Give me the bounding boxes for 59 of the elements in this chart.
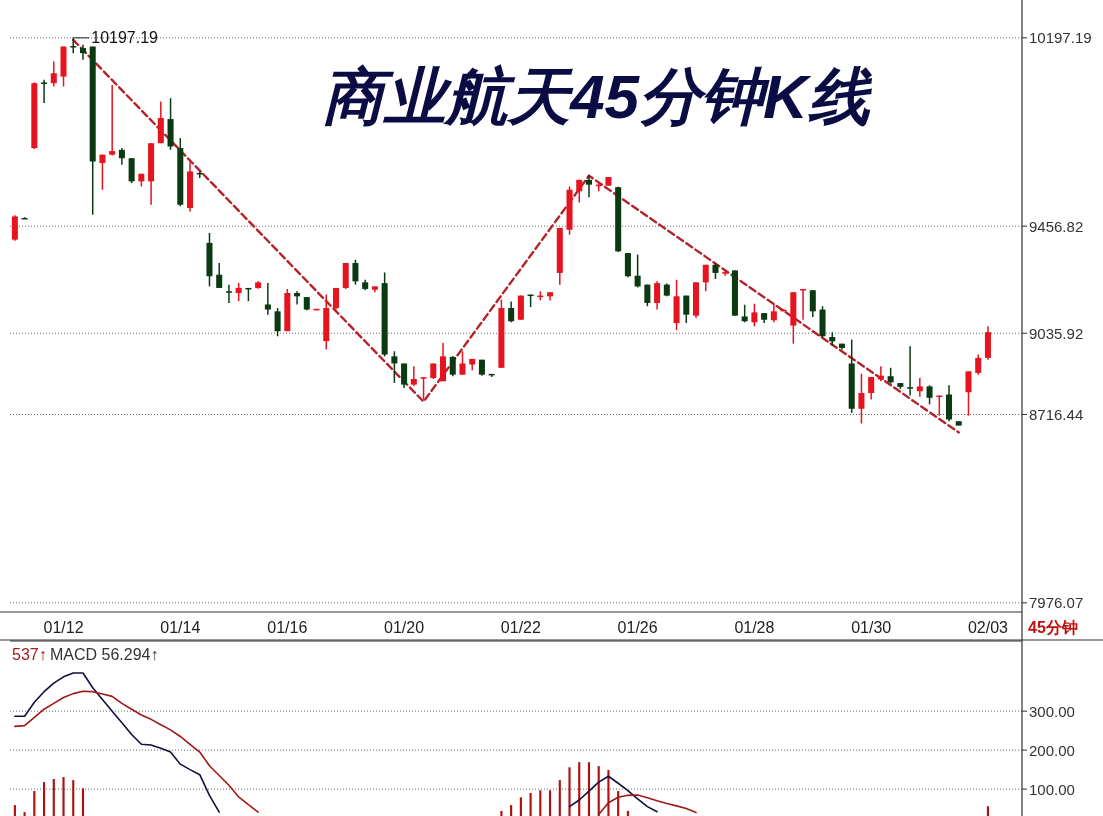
x-tick-label: 01/30 [851,619,892,636]
candlestick [128,157,135,184]
candlestick [916,377,923,398]
candlestick [702,264,709,292]
x-tick-label: 01/12 [43,619,84,636]
candlestick [391,350,398,384]
x-tick-label: 01/26 [617,619,658,636]
y-tick-label: 10197.19 [1029,29,1092,47]
candlestick [877,365,884,383]
candlestick [624,252,631,279]
x-tick-label: 01/16 [267,619,308,636]
candlestick [216,262,223,289]
x-tick-label: 01/20 [384,619,425,636]
candlestick [965,370,972,417]
candlestick [410,365,417,387]
candlestick [459,350,466,376]
y-tick-label: 200.00 [1029,741,1075,759]
candlestick [109,84,116,157]
y-tick-label: 300.00 [1029,702,1075,720]
candlestick [50,60,57,88]
candlestick [274,307,281,338]
annotation: 537↑ [12,646,47,663]
candlestick [508,300,515,324]
candlestick [809,289,816,318]
y-tick-label: 9456.82 [1029,217,1084,235]
text: 商业航天45分钟K线 [322,62,873,131]
candlestick [926,384,933,406]
text: 45分钟 [1028,619,1078,636]
candlestick [401,362,408,389]
y-tick-label: 100.00 [1029,780,1075,798]
candlestick [11,214,18,242]
y-tick-label: 9035.92 [1029,324,1084,342]
candlestick [722,269,729,277]
candlestick [858,372,865,425]
x-tick-label: 02/03 [967,619,1009,636]
x-tick-label: 01/28 [734,619,775,636]
annotation: 10197.19 [91,29,159,47]
candlestick [449,355,456,377]
candlestick [41,79,48,104]
candlestick [907,345,914,397]
candlestick [975,353,982,376]
candlestick [235,282,242,302]
candlestick [99,153,106,191]
y-tick-label: 7976.07 [1029,594,1084,612]
candlestick [585,174,592,198]
y-tick-label: 8716.44 [1029,406,1084,423]
candlestick [634,253,641,289]
candlestick [654,280,661,311]
annotation: MACD 56.294↑ [50,646,159,663]
candlestick [264,282,271,316]
candlestick [683,294,690,324]
candlestick [770,302,777,324]
x-tick-label: 01/14 [160,619,201,636]
candlestick [294,290,301,306]
candlestick [352,258,359,286]
candlestick [225,283,232,304]
candlestick [751,302,758,328]
x-tick-label: 01/22 [500,619,541,636]
candlestick [420,376,427,401]
